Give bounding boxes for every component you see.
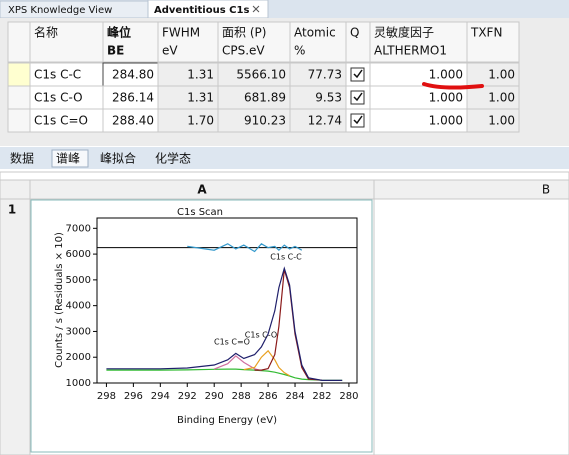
y-tick-label: 1000 xyxy=(66,378,91,389)
y-tick-label: 7000 xyxy=(66,223,91,234)
cell-text: 5566.10 xyxy=(236,68,286,82)
row-selector xyxy=(7,85,31,110)
x-axis-label: Binding Energy (eV) xyxy=(177,415,277,426)
close-icon[interactable] xyxy=(252,5,260,13)
column-header xyxy=(0,179,569,200)
checkmark xyxy=(353,115,363,125)
series-line xyxy=(187,243,303,253)
header-text: 峰位 xyxy=(107,25,131,40)
cell-text: 1.31 xyxy=(187,91,214,105)
cell xyxy=(466,108,520,133)
header-text: FWHM xyxy=(162,26,200,40)
cell-text: 1.00 xyxy=(488,91,515,105)
header-text: % xyxy=(294,44,305,58)
cell-text: 284.80 xyxy=(112,68,154,82)
y-tick-label: 6000 xyxy=(66,249,91,260)
y-tick-label: 4000 xyxy=(66,301,91,312)
series-line xyxy=(243,349,290,377)
tab-label: XPS Knowledge View xyxy=(8,5,112,16)
x-tick-label: 298 xyxy=(97,391,116,402)
column-label: A xyxy=(197,183,207,197)
peak-annotation: C1s C-C xyxy=(270,253,302,262)
cell-text: 77.73 xyxy=(308,68,342,82)
y-tick-label: 5000 xyxy=(66,275,91,286)
x-tick-label: 290 xyxy=(205,391,224,402)
checkmark xyxy=(353,92,363,102)
header-text: BE xyxy=(107,44,124,58)
header-text: 名称 xyxy=(34,25,58,40)
x-tick-label: 296 xyxy=(124,391,143,402)
cell-text: 1.000 xyxy=(429,91,463,105)
chart-title: C1s Scan xyxy=(177,207,223,218)
subtab-label[interactable]: 谱峰 xyxy=(56,152,80,166)
cell-text: 681.89 xyxy=(244,91,286,105)
x-tick-label: 286 xyxy=(259,391,278,402)
annotation-underline xyxy=(422,82,484,90)
subtab-active[interactable] xyxy=(51,149,89,168)
header-text: ALTHERMO1 xyxy=(374,44,447,58)
x-tick-label: 284 xyxy=(285,391,304,402)
cell-text: 1.00 xyxy=(488,114,515,128)
cell-text: 12.74 xyxy=(308,114,342,128)
row-label: 1 xyxy=(8,203,16,217)
cell-text: 9.53 xyxy=(315,91,342,105)
checkbox[interactable] xyxy=(350,90,365,105)
x-tick-label: 288 xyxy=(232,391,251,402)
x-tick-label: 292 xyxy=(178,391,197,402)
plot-frame xyxy=(96,217,358,384)
subtab-bar xyxy=(0,147,569,169)
header-text: Atomic xyxy=(294,26,336,40)
chart: C1s Scan Binding Energy (eV) Counts / s … xyxy=(54,207,358,426)
cell-text: 1.000 xyxy=(429,114,463,128)
checkbox[interactable] xyxy=(350,67,365,82)
cell-text: 1.00 xyxy=(488,68,515,82)
checkbox[interactable] xyxy=(350,113,365,128)
tab-label: Adventitious C1s xyxy=(154,5,249,16)
x-tick-label: 294 xyxy=(151,391,170,402)
header-row xyxy=(7,21,520,63)
y-axis-label: Counts / s (Residuals × 10) xyxy=(54,232,65,368)
checkmark xyxy=(353,69,363,79)
row-selector xyxy=(7,62,31,87)
cell-text: C1s C=O xyxy=(34,114,88,128)
y-tick-label: 3000 xyxy=(66,326,91,337)
header-text: 灵敏度因子 xyxy=(374,25,434,40)
header-text: TXFN xyxy=(470,26,502,40)
subtab-label[interactable]: 数据 xyxy=(10,151,34,166)
cell-text: 1.31 xyxy=(187,68,214,82)
cell-text: 910.23 xyxy=(244,114,286,128)
cell-text: 1.000 xyxy=(429,68,463,82)
x-tick-label: 282 xyxy=(312,391,331,402)
row-header xyxy=(0,198,31,455)
y-tick-label: 2000 xyxy=(66,352,91,363)
cell-text: 288.40 xyxy=(112,114,154,128)
row-selector xyxy=(7,108,31,133)
cell-text: C1s C-C xyxy=(34,68,81,82)
subtab-label[interactable]: 化学态 xyxy=(155,151,191,166)
peak-annotation: C1s C=O xyxy=(214,338,250,347)
column-label: B xyxy=(542,183,550,197)
subtabs: 数据 谱峰 峰拟合 化学态 xyxy=(10,151,191,166)
subtab-label[interactable]: 峰拟合 xyxy=(100,151,136,166)
chart-frame[interactable] xyxy=(30,199,373,453)
header-text: Q xyxy=(350,26,359,40)
series-line xyxy=(213,355,262,372)
cell-text: 286.14 xyxy=(112,91,154,105)
header-cell xyxy=(466,21,520,63)
header-text: 面积 (P) xyxy=(222,26,266,40)
series-line xyxy=(106,368,343,381)
x-tick-label: 280 xyxy=(339,391,358,402)
header-text: eV xyxy=(162,44,178,58)
peak-annotation: C1s C-O xyxy=(245,331,277,340)
header-text: CPS.eV xyxy=(222,44,265,58)
cell-text: 1.70 xyxy=(187,114,214,128)
cell-text: C1s C-O xyxy=(34,91,83,105)
peak-table: 名称 峰位 BE FWHM eV 面积 (P) CPS.eV Atomic% Q 灵敏度因子 ALT… xyxy=(7,21,520,133)
series-line xyxy=(106,266,343,381)
